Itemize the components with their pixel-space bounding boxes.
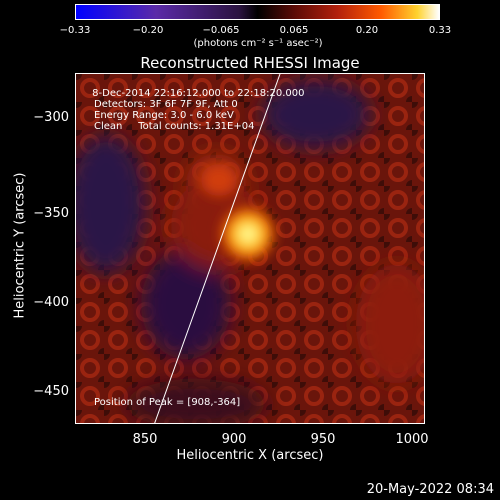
footer-date: 20-May-2022 08:34 [366,482,494,497]
x-tick: 900 [221,432,247,447]
detectors: Detectors: 3F 6F 7F 9F, Att 0 [94,99,238,110]
y-tick: −300 [33,110,69,125]
x-tick: 1000 [395,432,429,447]
x-tick: 850 [132,432,158,447]
colorbar-tick: −0.33 [59,25,91,36]
rhessi-image: 8-Dec-2014 22:16:12.000 to 22:18:20.000 … [75,73,425,424]
peak-position: Position of Peak = [908,-364] [94,397,241,408]
clean-counts: Clean Total counts: 1.31E+04 [94,121,255,132]
y-tick: −400 [33,295,69,310]
rhessi-image-svg [76,74,424,423]
obs-time: 8-Dec-2014 22:16:12.000 to 22:18:20.000 [89,88,305,99]
x-tick: 950 [310,432,336,447]
y-axis: −300 −350 −400 −450 [0,73,69,424]
plot-title: Reconstructed RHESSI Image [140,54,360,72]
energy-range: Energy Range: 3.0 - 6.0 keV [94,110,234,121]
colorbar-tick: −0.20 [132,25,164,36]
y-tick: −450 [33,384,69,399]
colorbar-tick: −0.065 [202,25,240,36]
colorbar-unit: (photons cm⁻² s⁻¹ asec⁻²) [193,38,323,49]
y-axis-label: Heliocentric Y (arcsec) [12,172,28,319]
x-axis-label: Heliocentric X (arcsec) [176,448,324,463]
colorbar-tick: 0.065 [279,25,309,36]
colorbar-tick: 0.20 [355,25,379,36]
colorbar-tick: 0.33 [428,25,452,36]
y-tick: −350 [33,206,69,221]
colorbar [75,4,440,20]
